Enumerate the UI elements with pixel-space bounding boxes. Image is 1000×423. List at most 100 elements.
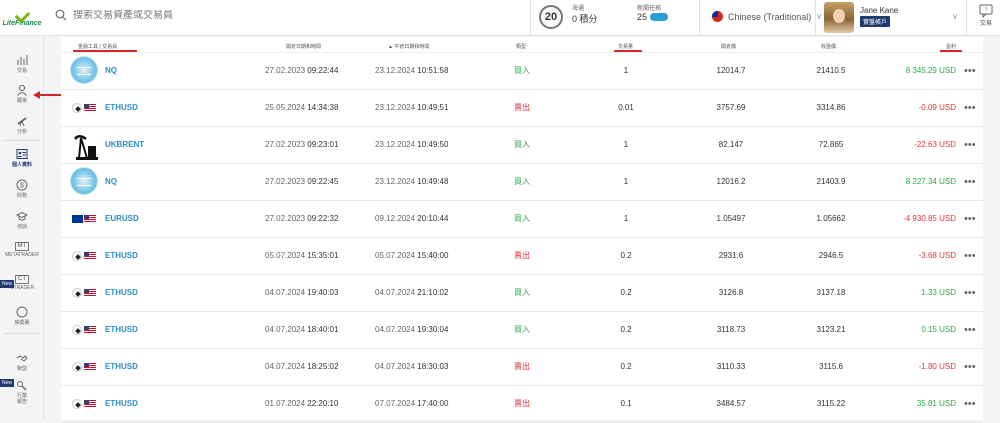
more-options-icon[interactable]: •••	[964, 65, 976, 77]
symbol-link[interactable]: UKBRENT	[105, 140, 145, 149]
header-volume[interactable]: 交易量	[618, 44, 634, 50]
symbol-link[interactable]: NQ	[105, 177, 117, 186]
more-options-icon[interactable]: •••	[964, 398, 976, 410]
new-badge: New	[0, 280, 15, 288]
header-type[interactable]: 類型	[516, 44, 527, 50]
highlight-underline	[73, 50, 137, 52]
symbol-link[interactable]: ETHUSD	[105, 399, 138, 408]
volume: 1	[623, 177, 629, 186]
symbol-link[interactable]: ETHUSD	[105, 288, 138, 297]
trade-type: 買入	[514, 66, 530, 75]
language-label: Chinese (Traditional)	[728, 11, 812, 22]
table-row[interactable]: ETHUSD 05.07.2024 15:35:01 05.07.2024 15:4…	[61, 238, 983, 275]
table-row[interactable]: NQ 27.02.2023 09:22:45 23.12.2024 10:49:48…	[61, 164, 983, 201]
profit: 1.33 USD	[921, 288, 956, 297]
open-price: 2931.6	[718, 251, 744, 260]
badge-icon	[16, 306, 28, 318]
profit: 0.15 USD	[921, 325, 956, 334]
close-price: 21403.9	[816, 177, 846, 186]
table-row[interactable]: UKBRENT 27.02.2023 09:23:01 23.12.2024 10:…	[61, 127, 983, 164]
close-datetime: 04.07.2024 18:30:03	[375, 362, 449, 371]
ethusd-icon	[72, 362, 96, 372]
dollar-icon: $	[16, 179, 28, 191]
symbol-link[interactable]: NQ	[105, 66, 117, 75]
header-instrument[interactable]: 金融工具 | 交易員	[78, 44, 118, 50]
table-row[interactable]: ETHUSD 01.07.2024 22:20:10 07.07.2024 17:4…	[61, 386, 983, 423]
avatar	[824, 2, 854, 33]
symbol-link[interactable]: ETHUSD	[105, 325, 138, 334]
svg-text:?: ?	[985, 8, 988, 14]
language-select[interactable]: Chinese (Traditional) ∨	[712, 11, 822, 22]
symbol-link[interactable]: ETHUSD	[105, 251, 138, 260]
sidebar-item-metatrader[interactable]: MT METATRADER	[0, 242, 44, 258]
sidebar-item-trade[interactable]: 交易	[0, 54, 44, 74]
header-profit[interactable]: 盈利	[946, 44, 957, 50]
sidebar-item-contest[interactable]: 抽獎賽	[0, 306, 44, 326]
more-options-icon[interactable]: •••	[964, 250, 976, 262]
table-row[interactable]: ETHUSD 04.07.2024 19:40:03 04.07.2024 21:1…	[61, 275, 983, 312]
highlight-underline	[614, 50, 642, 52]
more-options-icon[interactable]: •••	[964, 361, 976, 373]
table-row[interactable]: NQ 27.02.2023 09:22:44 23.12.2024 10:51:58…	[61, 53, 983, 90]
table-row[interactable]: ETHUSD 04.07.2024 18:40:01 04.07.2024 19:3…	[61, 312, 983, 349]
table-row[interactable]: ETHUSD 04.07.2024 18:25:02 04.07.2024 18:3…	[61, 349, 983, 386]
chart-icon	[17, 55, 28, 65]
trade-type: 買入	[514, 214, 530, 223]
search-bar	[55, 9, 373, 21]
search-input[interactable]	[73, 9, 373, 21]
sidebar-item-label: 行業 報告	[16, 393, 27, 405]
close-price: 1.05662	[816, 214, 846, 223]
sidebar-item-reports[interactable]: 行業 報告	[0, 380, 44, 405]
close-price: 3314.86	[816, 103, 846, 112]
more-options-icon[interactable]: •••	[964, 102, 976, 114]
open-datetime: 04.07.2024 18:40:01	[265, 325, 339, 334]
close-datetime: 09.12.2024 20:10:44	[375, 214, 449, 223]
open-price: 82.147	[718, 140, 744, 149]
sidebar-item-education[interactable]: 培訓	[0, 210, 44, 230]
level-panel[interactable]: 20 海通 0 積分 新聞任務 25	[530, 0, 700, 36]
ethusd-icon	[72, 288, 96, 298]
sidebar-item-label: 培訓	[16, 224, 27, 230]
sidebar-item-profile[interactable]: 個人資料	[0, 148, 44, 168]
logo[interactable]: LiteFinance	[0, 0, 44, 36]
logo-icon	[15, 9, 29, 19]
report-icon	[17, 381, 27, 391]
support-button[interactable]: ? 交易	[972, 4, 1000, 27]
quest-count: 25	[637, 12, 648, 22]
close-datetime: 04.07.2024 19:30:04	[375, 325, 449, 334]
history-table: 金融工具 | 交易員 開倉日期和時間 ▲ 平倉日期和時間 類型 交易量 開倉價 …	[61, 37, 983, 423]
sidebar-item-analysis[interactable]: 分析	[0, 115, 44, 135]
close-price: 3115.6	[819, 362, 843, 371]
header-close-price[interactable]: 收盤價	[821, 44, 837, 50]
sidebar-item-partners[interactable]: 聯盟	[0, 352, 44, 372]
close-price: 72.865	[818, 140, 844, 149]
open-price: 1.05497	[716, 214, 746, 223]
symbol-link[interactable]: ETHUSD	[105, 362, 138, 371]
open-price: 3118.73	[716, 325, 746, 334]
more-options-icon[interactable]: •••	[964, 213, 976, 225]
more-options-icon[interactable]: •••	[964, 287, 976, 299]
volume: 0.2	[620, 251, 632, 260]
close-datetime: 23.12.2024 10:49:48	[375, 177, 449, 186]
header-open-price[interactable]: 開倉價	[721, 44, 737, 50]
ethusd-icon	[72, 251, 96, 261]
sidebar-item-ctrader[interactable]: CT CTRADER	[0, 275, 44, 291]
symbol-link[interactable]: ETHUSD	[105, 103, 138, 112]
header-open-time[interactable]: 開倉日期和時間	[286, 44, 322, 50]
more-options-icon[interactable]: •••	[964, 324, 976, 336]
symbol-link[interactable]: EURUSD	[105, 214, 139, 223]
user-menu[interactable]: Jane Kane 實盤帳戶 ∨	[815, 0, 967, 36]
chat-icon: ?	[979, 4, 993, 18]
logo-text: LiteFinance	[2, 20, 42, 27]
more-options-icon[interactable]: •••	[964, 176, 976, 188]
more-options-icon[interactable]: •••	[964, 139, 976, 151]
header-close-time[interactable]: ▲ 平倉日期和時間	[388, 44, 430, 50]
trade-type: 買入	[514, 288, 530, 297]
open-datetime: 05.07.2024 15:35:01	[265, 251, 339, 260]
table-row[interactable]: EURUSD 27.02.2023 09:22:32 09.12.2024 20:1…	[61, 201, 983, 238]
close-datetime: 07.07.2024 17:40:00	[375, 399, 449, 408]
volume: 0.2	[620, 325, 632, 334]
sidebar-item-copy[interactable]: 跟單	[0, 84, 44, 104]
table-row[interactable]: ETHUSD 25.05.2024 14:34:38 23.12.2024 10:4…	[61, 90, 983, 127]
sidebar-item-finance[interactable]: $ 財務	[0, 179, 44, 199]
